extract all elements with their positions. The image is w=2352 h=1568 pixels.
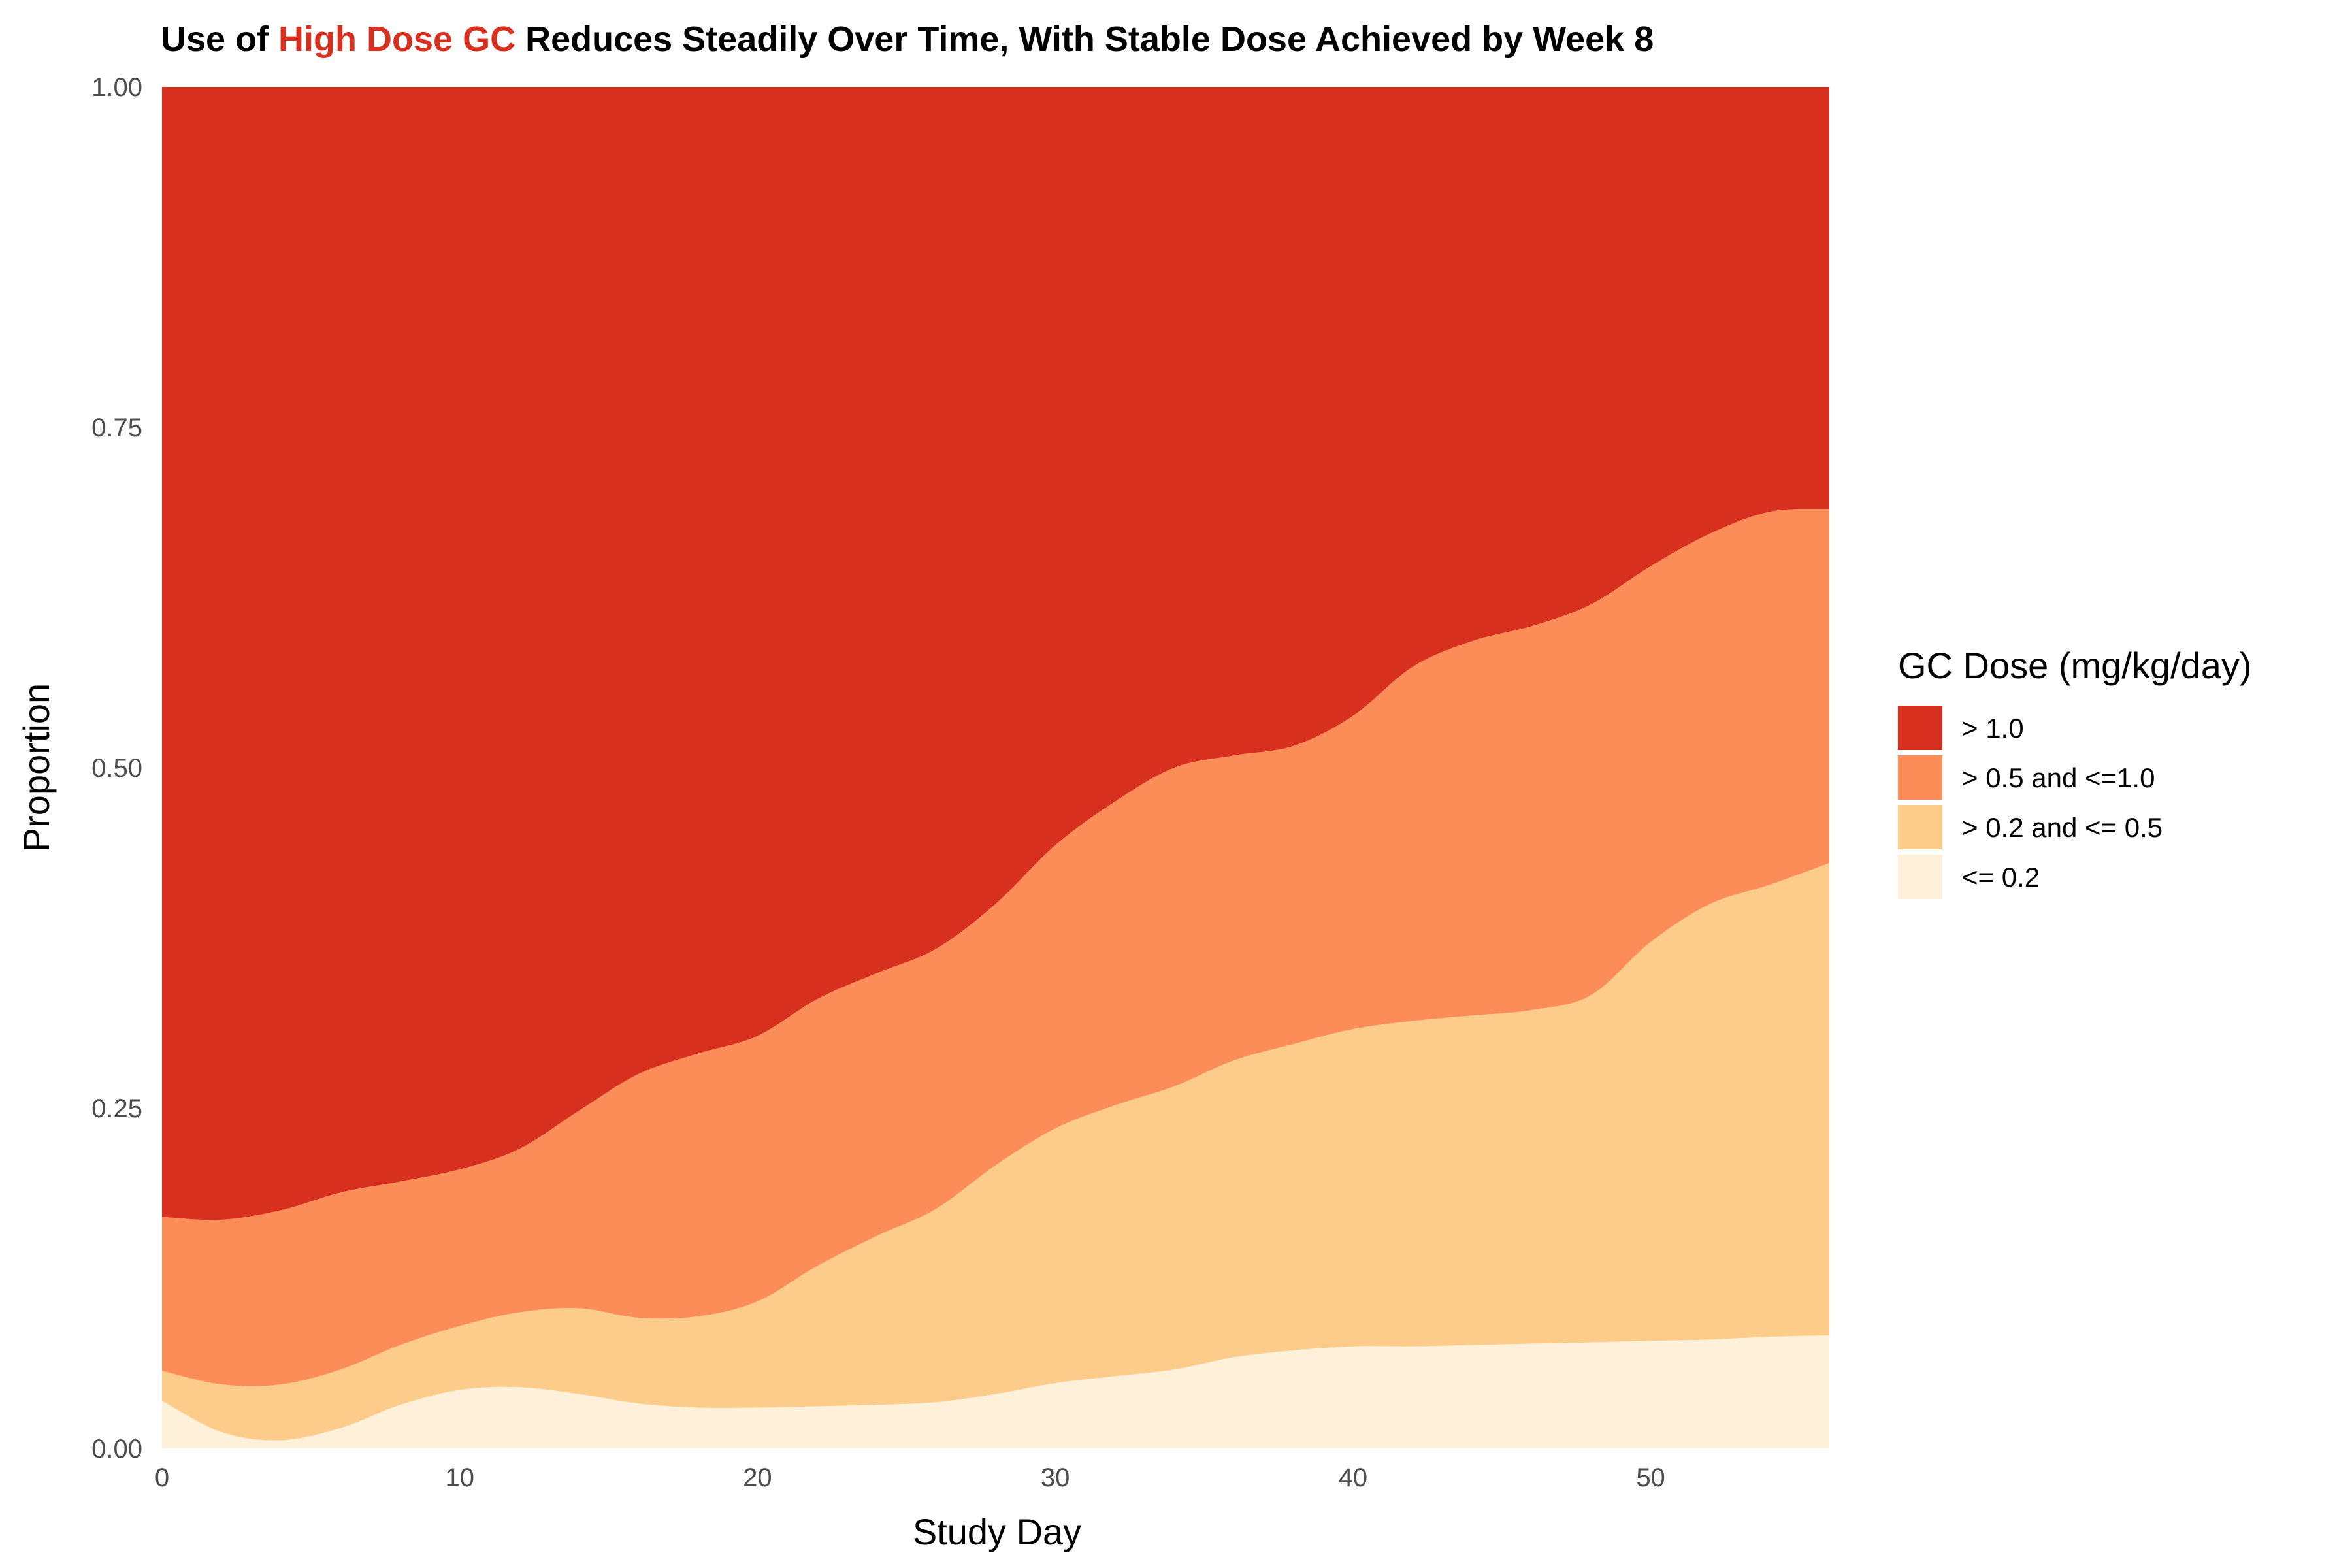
area-1-0 xyxy=(162,87,1829,1220)
x-tick-label: 30 xyxy=(1041,1463,1070,1492)
chart-title-highlight: High Dose GC xyxy=(278,20,515,59)
x-axis-title: Study Day xyxy=(913,1511,1081,1552)
legend-title: GC Dose (mg/kg/day) xyxy=(1898,645,2252,686)
legend-key xyxy=(1898,805,1942,849)
chart-title: Use of High Dose GC Reduces Steadily Ove… xyxy=(161,20,1654,59)
y-tick-label: 0.75 xyxy=(91,414,142,442)
x-tick-label: 10 xyxy=(445,1463,474,1492)
legend-label: > 1.0 xyxy=(1962,713,2024,743)
y-tick-label: 0.25 xyxy=(91,1094,142,1123)
legend-key xyxy=(1898,855,1942,899)
x-tick-label: 0 xyxy=(155,1463,169,1492)
x-tick-label: 40 xyxy=(1339,1463,1368,1492)
legend-key xyxy=(1898,755,1942,800)
legend-key xyxy=(1898,706,1942,750)
x-tick-label: 20 xyxy=(743,1463,772,1492)
legend-items: > 1.0 > 0.5 and <=1.0 > 0.2 and <= 0.5 <= 0… xyxy=(1898,706,2163,899)
y-tick-label: 0.00 xyxy=(91,1435,142,1463)
legend-label: <= 0.2 xyxy=(1962,862,2040,892)
chart-title-suffix: Reduces Steadily Over Time, With Stable … xyxy=(515,20,1654,59)
area-0-5-and-1-0 xyxy=(162,509,1829,1386)
area-0-2 xyxy=(162,1335,1829,1448)
plot-areas xyxy=(162,87,1829,1448)
y-tick-label: 1.00 xyxy=(91,73,142,102)
y-axis-ticks: 0.00 0.25 0.50 0.75 1.00 xyxy=(91,73,142,1463)
x-axis-ticks: 0 10 20 30 40 50 xyxy=(155,1463,1665,1492)
y-tick-label: 0.50 xyxy=(91,754,142,783)
legend: GC Dose (mg/kg/day) > 1.0 > 0.5 and <=1.0… xyxy=(1898,645,2252,899)
area-0-2-and-0-5 xyxy=(162,862,1829,1441)
legend-label: > 0.2 and <= 0.5 xyxy=(1962,812,2163,843)
y-axis-title: Proportion xyxy=(16,683,57,852)
chart-title-prefix: Use of xyxy=(161,20,278,59)
legend-label: > 0.5 and <=1.0 xyxy=(1962,762,2155,793)
x-tick-label: 50 xyxy=(1636,1463,1665,1492)
